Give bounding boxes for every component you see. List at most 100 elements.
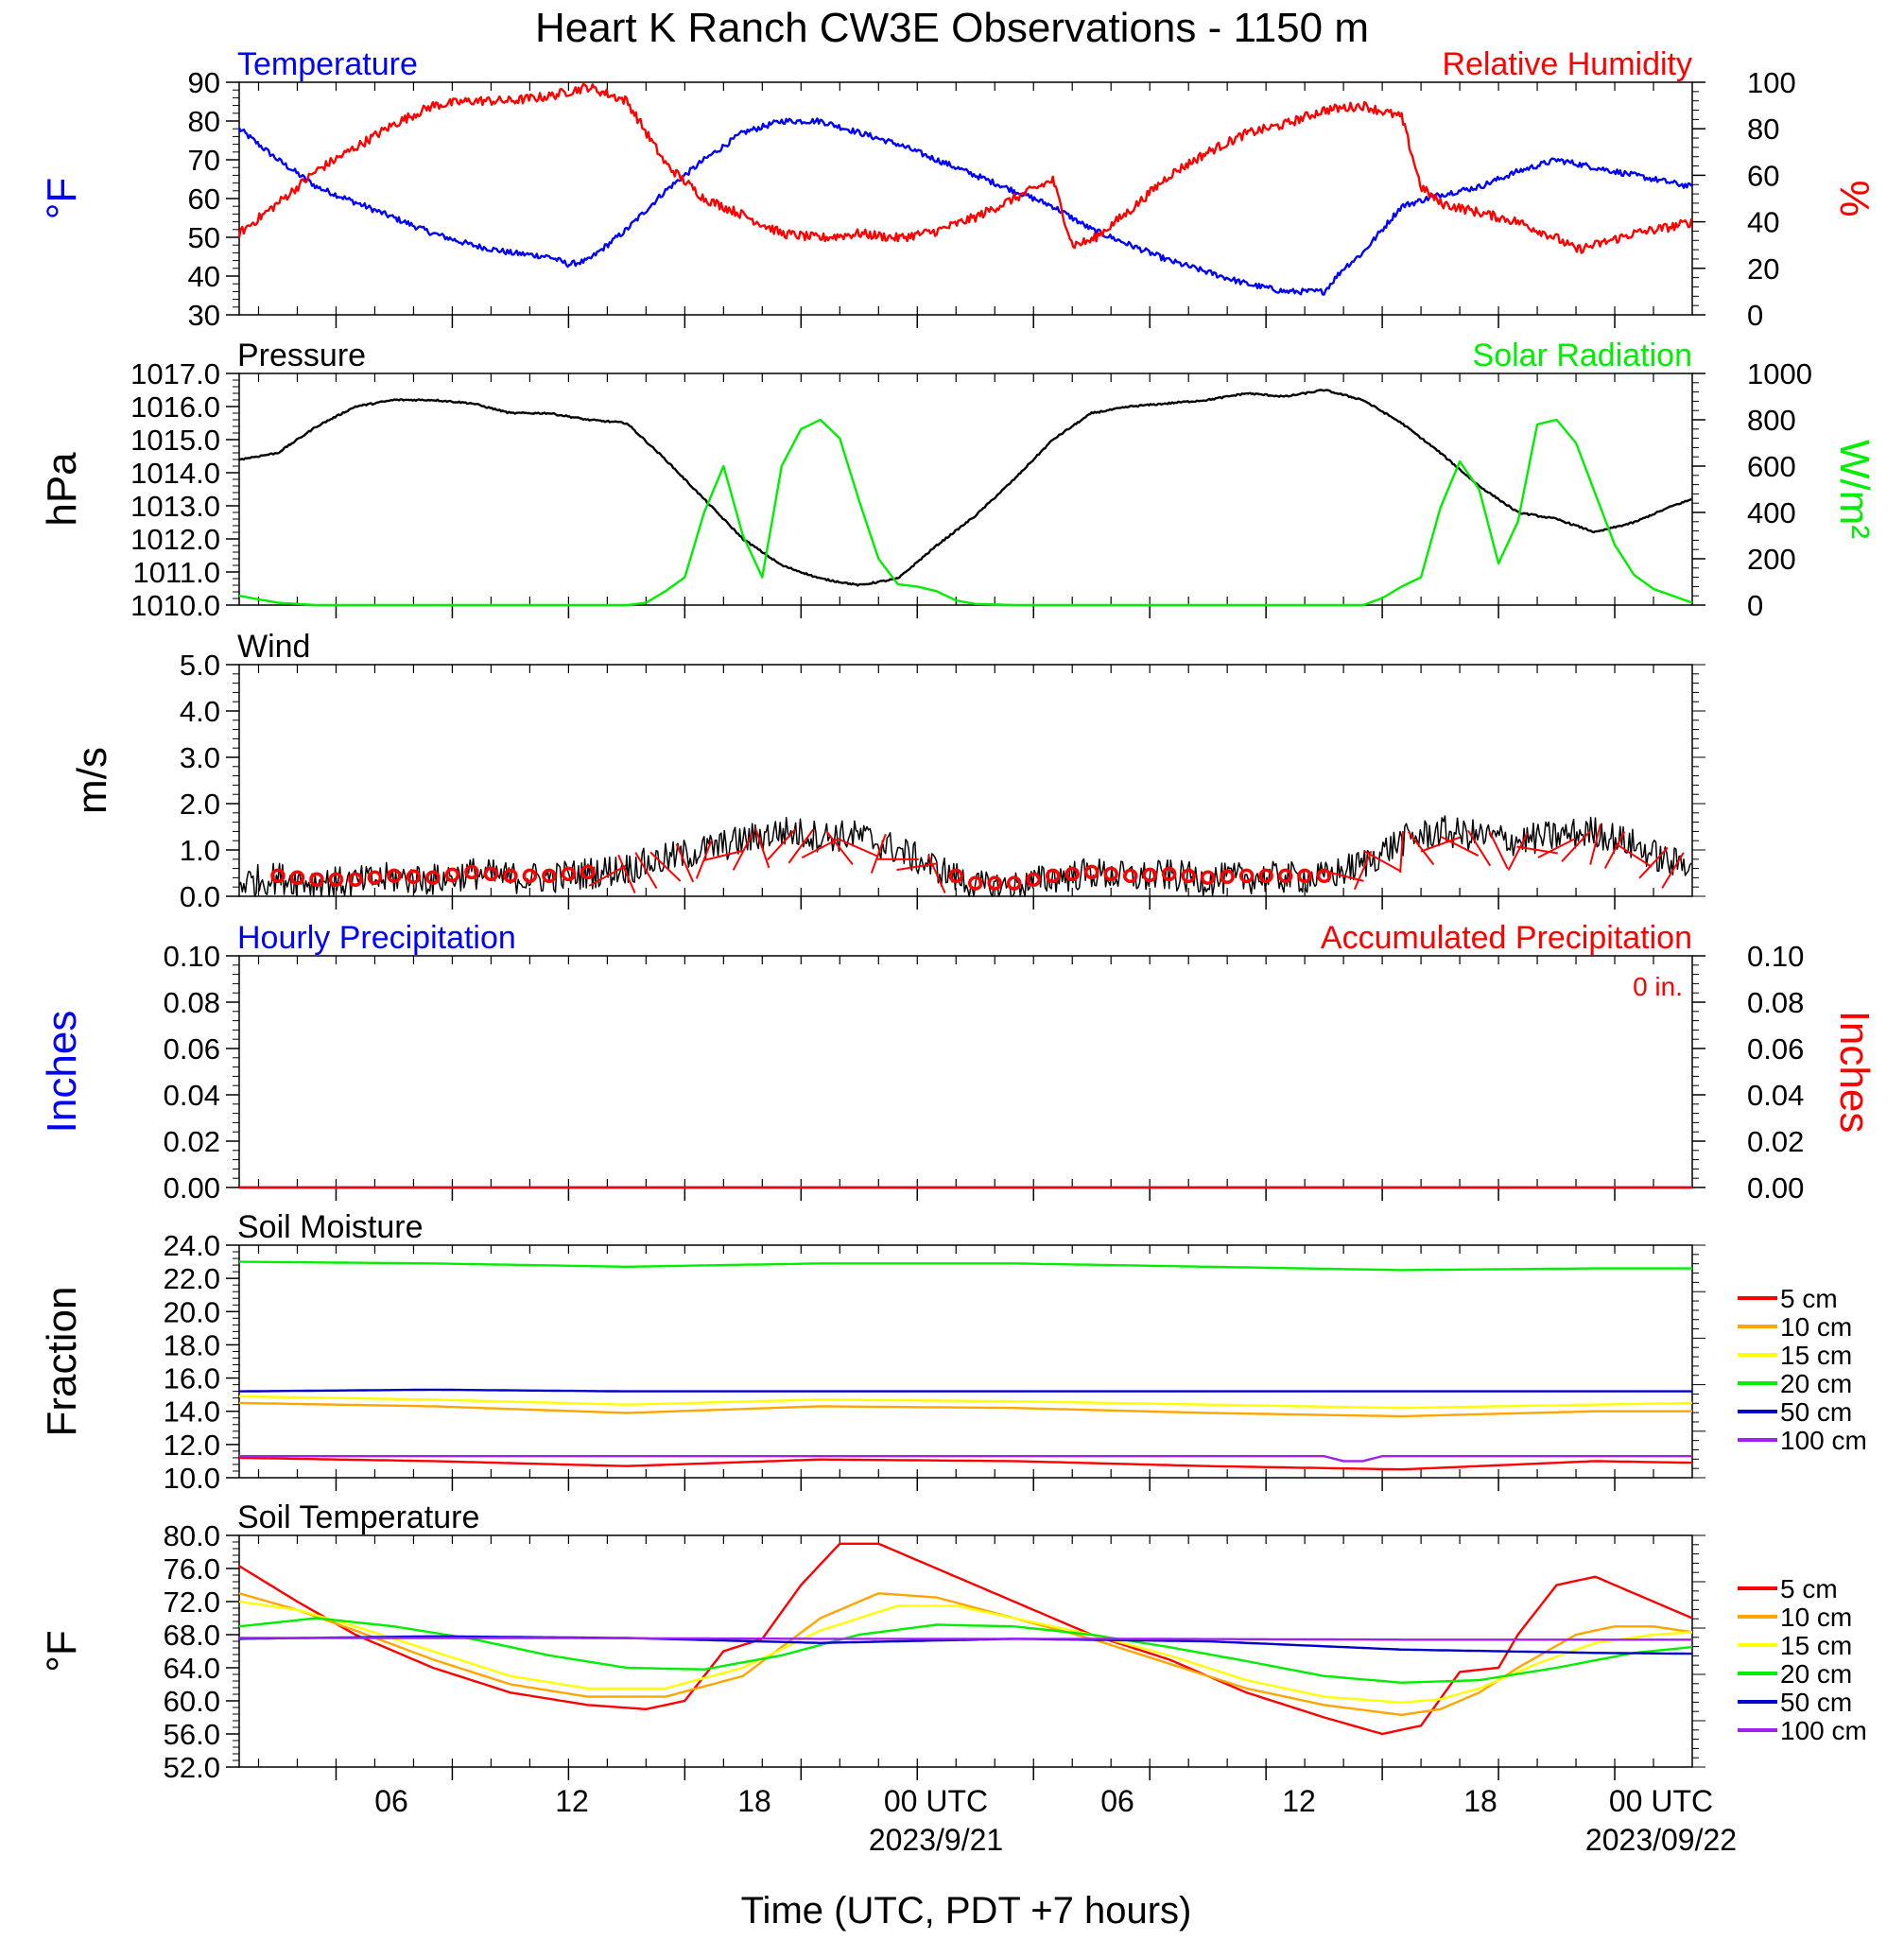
wind-calm-marker <box>387 868 402 884</box>
series-100-cm <box>239 1455 1692 1463</box>
x-tick-label: 00 UTC <box>884 1784 988 1818</box>
wind-barb <box>702 849 744 862</box>
y-left-tick-label: 68.0 <box>164 1619 220 1652</box>
wind-barb <box>896 862 939 872</box>
y-left-tick-label: 3.0 <box>180 741 220 774</box>
y-left-tick-label: 5.0 <box>180 649 220 682</box>
wind-calm-marker <box>987 875 1002 891</box>
wind-barb <box>588 864 627 887</box>
panel-frame <box>238 81 1693 316</box>
series-15-cm <box>238 1395 1693 1410</box>
wind-calm-marker <box>1297 868 1312 884</box>
y-right-tick-label: 0 <box>1747 589 1763 622</box>
x-tick-label: 06 <box>374 1784 408 1818</box>
wind-barb <box>695 839 713 879</box>
panel-frame <box>238 955 1693 1188</box>
wind-calm-marker <box>270 868 286 884</box>
wind-calm-marker <box>1238 868 1255 884</box>
panel-6: 80.076.072.068.064.060.056.052.0 Soil Tem… <box>39 1499 1867 1784</box>
panel-left-title: Soil Moisture <box>237 1209 424 1245</box>
legend-label: 10 cm <box>1780 1603 1852 1632</box>
y-right-tick-label: 40 <box>1747 206 1779 239</box>
y-left-tick-label: 0.08 <box>164 986 220 1019</box>
wind-calm-marker <box>309 872 324 887</box>
y-left-tick-label: 0.02 <box>164 1125 220 1158</box>
y-left-tick-label: 0.0 <box>180 880 220 913</box>
series-pressure <box>238 389 1692 587</box>
wind-barb <box>1589 823 1601 865</box>
wind-barb <box>1603 831 1626 869</box>
y-right-tick-label: 600 <box>1747 450 1796 483</box>
wind-barb <box>649 851 682 882</box>
wind-barb <box>1323 870 1364 882</box>
legend-label: 100 cm <box>1780 1716 1867 1745</box>
wind-barb <box>1516 845 1558 855</box>
y-left-label: °F <box>39 1630 85 1672</box>
wind-barb <box>1507 832 1529 872</box>
y-left-tick-label: 1017.0 <box>130 357 220 390</box>
wind-calm-marker <box>1200 870 1216 886</box>
wind-calm-marker <box>948 868 964 884</box>
panel-left-title: Soil Temperature <box>237 1499 479 1535</box>
y-left-tick-label: 1014.0 <box>130 457 220 490</box>
y-left-label: °F <box>39 178 85 219</box>
wind-barb <box>1407 830 1435 866</box>
panel-right-title: Solar Radiation <box>1473 338 1692 373</box>
panel-left-title: Pressure <box>237 338 366 373</box>
wind-barb <box>1363 850 1401 873</box>
y-left-tick-label: 1015.0 <box>130 424 220 457</box>
wind-calm-marker <box>367 870 383 886</box>
y-right-tick-label: 0.02 <box>1747 1125 1804 1158</box>
y-left-tick-label: 1010.0 <box>130 589 220 622</box>
x-date-label: 2023/9/21 <box>869 1823 1003 1857</box>
wind-calm-marker <box>1142 867 1157 883</box>
y-left-tick-label: 0.06 <box>164 1032 220 1066</box>
series-5-cm <box>238 1542 1693 1736</box>
legend-label: 20 cm <box>1780 1659 1852 1689</box>
series-15-cm <box>238 1600 1693 1704</box>
series-50-cm <box>239 1388 1692 1393</box>
y-right-tick-label: 20 <box>1747 252 1779 286</box>
y-left-tick-label: 50 <box>188 221 220 254</box>
wind-calm-marker <box>1045 868 1061 884</box>
legend-label: 50 cm <box>1780 1688 1852 1717</box>
wind-calm-marker <box>406 869 422 885</box>
y-right-tick-label: 0.08 <box>1747 986 1804 1019</box>
wind-barb <box>1638 846 1669 879</box>
x-tick-label: 00 UTC <box>1609 1784 1713 1818</box>
wind-calm-marker <box>464 864 479 880</box>
y-left-label: m/s <box>69 747 115 814</box>
wind-calm-marker <box>1006 875 1022 891</box>
panel-frame <box>238 1244 1693 1479</box>
y-right-tick-label: 0 <box>1747 299 1763 332</box>
y-left-tick-label: 2.0 <box>180 788 220 821</box>
y-right-tick-label: 60 <box>1747 159 1779 192</box>
y-left-tick-label: 0.00 <box>164 1171 220 1204</box>
x-date-label: 2023/09/22 <box>1585 1823 1737 1857</box>
y-left-tick-label: 1012.0 <box>130 523 220 556</box>
y-left-tick-label: 18.0 <box>164 1328 220 1361</box>
panel-frame <box>238 1534 1693 1768</box>
panel-3: 5.0 4.0 3.0 2.0 1.0 0.0 Wind m/s <box>69 629 1705 913</box>
x-tick-label: 18 <box>737 1784 771 1818</box>
y-right-label: Inches <box>1831 1011 1878 1134</box>
y-left-tick-label: 80.0 <box>164 1519 220 1552</box>
y-left-tick-label: 80 <box>188 105 220 138</box>
wind-calm-marker <box>483 866 499 882</box>
series-relative-humidity <box>237 82 1693 254</box>
wind-barb <box>1561 830 1591 862</box>
y-right-tick-label: 0.06 <box>1747 1032 1804 1066</box>
wind-barb <box>1441 836 1480 857</box>
panel-frame <box>238 373 1693 606</box>
x-tick-label: 18 <box>1463 1784 1497 1818</box>
legend-label: 100 cm <box>1780 1426 1867 1455</box>
y-right-tick-label: 0.00 <box>1747 1171 1804 1204</box>
wind-barb <box>754 827 770 869</box>
panel-frame <box>238 664 1693 897</box>
wind-calm-marker <box>561 866 577 882</box>
y-left-tick-label: 1011.0 <box>132 556 220 589</box>
panel-left-title: Temperature <box>237 46 418 82</box>
y-left-tick-label: 14.0 <box>164 1395 220 1429</box>
legend-label: 10 cm <box>1780 1312 1852 1342</box>
